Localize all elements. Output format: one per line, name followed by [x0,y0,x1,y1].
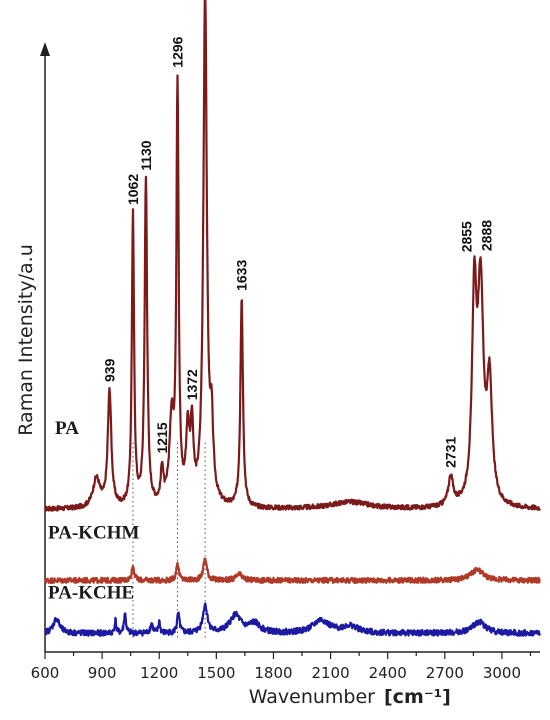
series-name-pa-kchm: PA-KCHM [48,523,140,544]
series-name-pa-kche: PA-KCHE [48,582,134,603]
peak-label: 2888 [479,220,495,251]
series-line-pa-kchm [43,557,541,585]
x-tick-label: 900 [88,664,117,682]
peak-label: 2855 [458,221,474,252]
x-tick-label: 2100 [311,664,349,682]
x-tick-label: 1800 [254,664,292,682]
x-tick-label: 3000 [483,664,521,682]
x-axis-unit: [cm⁻¹] [384,686,451,708]
series-line-pa [44,0,541,512]
plot-area [40,0,541,653]
peak-label: 1372 [184,369,200,400]
series-names: PA PA-KCHM PA-KCHE [48,418,140,604]
peak-label: 939 [102,358,118,382]
x-tick-label: 600 [31,664,60,682]
peak-label: 1062 [125,174,141,205]
peak-label: 1215 [154,422,170,453]
peak-label: 1296 [170,36,186,67]
y-axis-title: Raman Intensity/a.u [15,244,37,435]
peak-label: 1130 [138,140,154,171]
series-line-pa-kche [43,602,541,638]
peak-label: 2731 [443,437,459,468]
x-axis-ticks: 600 900 1200 1500 1800 2100 2400 2700 3000 [31,652,532,682]
x-tick-label: 2700 [426,664,464,682]
series-name-pa: PA [55,418,79,439]
x-tick-label: 1500 [197,664,235,682]
x-tick-label: 2400 [369,664,407,682]
x-tick-label: 1200 [140,664,178,682]
y-axis-arrow [40,42,50,56]
peak-labels: 9391062113012151296137214411633273128552… [102,36,495,468]
x-axis-title: Wavenumber [249,686,375,708]
peak-label: 1633 [234,260,250,291]
